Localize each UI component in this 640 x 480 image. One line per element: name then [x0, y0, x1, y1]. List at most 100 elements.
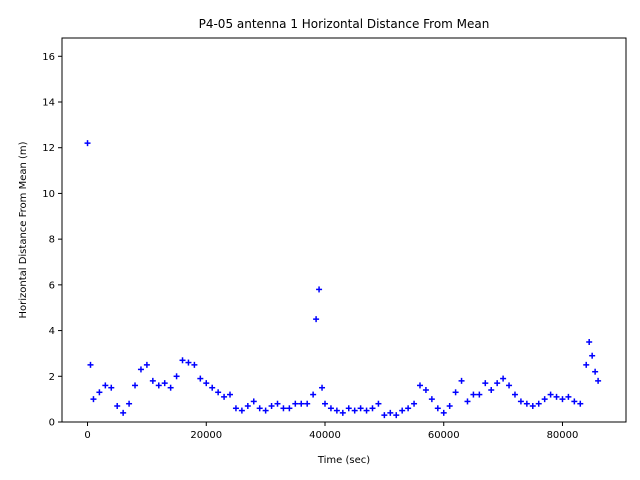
data-point [535, 400, 542, 407]
x-tick-label: 80000 [547, 430, 579, 441]
data-point [434, 405, 441, 412]
plot-frame [61, 37, 627, 423]
data-point [114, 403, 121, 409]
data-point [197, 375, 204, 382]
data-point [506, 382, 513, 389]
data-point [351, 407, 358, 414]
data-point [313, 316, 320, 323]
data-point [84, 140, 91, 147]
data-point [586, 339, 593, 345]
data-point [167, 384, 174, 391]
data-point [173, 373, 180, 380]
data-point [286, 405, 293, 412]
data-point [120, 409, 127, 416]
data-point [87, 361, 94, 368]
data-point [523, 400, 530, 407]
data-point [529, 403, 536, 409]
data-point [137, 366, 144, 373]
data-point [363, 407, 370, 414]
data-point [274, 400, 281, 407]
data-point [446, 403, 453, 409]
data-point [592, 368, 599, 375]
y-tick-label: 12 [42, 143, 55, 154]
data-point [511, 391, 518, 398]
data-point [428, 396, 435, 403]
y-tick-label: 6 [49, 280, 55, 291]
data-point [268, 403, 275, 409]
data-point [393, 412, 400, 419]
data-point [517, 398, 524, 405]
y-axis-ticks: 0 2 4 6 8 10 12 14 16 [42, 52, 62, 429]
data-point [316, 286, 323, 293]
data-point [405, 405, 412, 412]
data-point [476, 391, 483, 398]
data-point [583, 361, 590, 368]
data-point [571, 398, 578, 405]
x-axis-label: Time (sec) [317, 455, 370, 466]
x-axis-ticks: 0 20000 40000 60000 80000 [84, 422, 578, 441]
data-point [238, 407, 245, 414]
y-tick-label: 2 [49, 372, 55, 383]
y-tick-label: 10 [42, 189, 55, 200]
data-point [500, 375, 507, 382]
y-tick-label: 0 [49, 418, 55, 429]
data-point [422, 387, 429, 393]
data-point [209, 384, 216, 391]
data-point [90, 396, 97, 403]
data-point [333, 407, 340, 414]
data-point [319, 384, 326, 391]
data-point [102, 382, 109, 389]
data-point [155, 382, 162, 389]
data-point [250, 398, 257, 405]
data-point [387, 409, 394, 416]
plot-area [84, 140, 602, 423]
data-point [399, 407, 406, 414]
chart-title: P4-05 antenna 1 Horizontal Distance From… [199, 17, 490, 31]
data-point [191, 361, 198, 368]
data-point [381, 412, 388, 419]
data-point [595, 377, 602, 384]
data-point [143, 361, 150, 368]
data-point [541, 396, 548, 403]
data-point [327, 405, 334, 412]
data-point [161, 380, 168, 387]
data-point [232, 405, 239, 412]
data-point [215, 389, 222, 396]
data-point [292, 400, 299, 407]
data-point [452, 389, 459, 396]
data-point [96, 389, 103, 396]
data-point [559, 396, 566, 403]
data-point [304, 400, 311, 407]
data-point [482, 380, 489, 387]
x-tick-label: 40000 [309, 430, 341, 441]
data-point [256, 405, 263, 412]
data-point [185, 359, 192, 366]
x-tick-label: 0 [84, 430, 90, 441]
data-point [298, 400, 305, 407]
data-point [416, 382, 423, 389]
data-point [470, 391, 477, 398]
data-point [458, 377, 465, 384]
data-point [488, 387, 495, 393]
data-point [179, 357, 186, 364]
data-point [221, 393, 228, 400]
data-point [244, 403, 251, 409]
x-tick-label: 20000 [190, 430, 222, 441]
data-point [369, 405, 376, 412]
data-point [589, 352, 596, 359]
data-point [339, 409, 346, 416]
data-point [262, 407, 269, 414]
data-point [108, 384, 115, 391]
data-point [577, 400, 584, 407]
data-point [203, 380, 210, 387]
data-point [322, 400, 329, 407]
data-point [357, 405, 364, 412]
data-point [553, 393, 560, 400]
data-point [345, 405, 352, 412]
data-point [126, 400, 133, 407]
data-point [565, 393, 572, 400]
data-point [310, 391, 317, 398]
data-point [149, 377, 156, 384]
data-point [375, 400, 382, 407]
